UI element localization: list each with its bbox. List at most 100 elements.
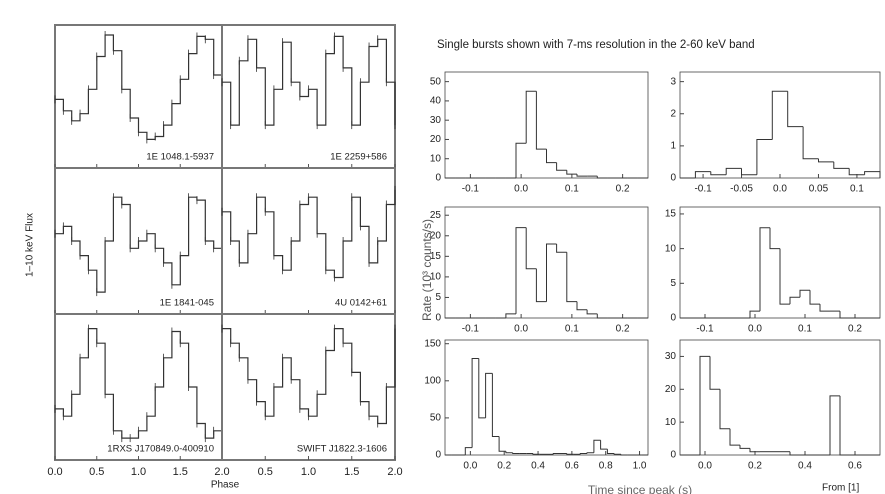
y-tick-label: 100 (424, 375, 441, 386)
histogram-bin (789, 296, 800, 305)
histogram-bin (839, 311, 850, 319)
x-tick-label: 1.0 (633, 461, 647, 472)
x-tick-label: 0.2 (616, 184, 630, 195)
light-curve (222, 35, 396, 126)
histogram-bin (515, 227, 527, 314)
y-tick-label: 0 (670, 313, 676, 324)
x-tick-label: 1.5 (344, 466, 359, 478)
y-tick-label: 0 (435, 313, 441, 324)
y-tick-label: 20 (430, 230, 442, 241)
x-tick-label: 0.1 (565, 324, 579, 335)
histogram-bin (546, 149, 557, 164)
x-tick-label: 0.1 (850, 184, 864, 195)
light-curve (55, 196, 223, 293)
histogram-bin (498, 436, 506, 452)
histogram-bin (739, 445, 750, 449)
histogram-bin (566, 252, 577, 303)
histogram-bin (535, 268, 547, 303)
histogram-bin (593, 439, 601, 453)
y-tick-label: 15 (430, 251, 442, 262)
y-tick-label: 10 (430, 153, 442, 164)
histogram-bin (864, 171, 881, 178)
panel-frame (221, 313, 396, 461)
histogram-bin (505, 451, 513, 454)
y-tick-label: 0 (435, 450, 441, 461)
histogram-bin (620, 454, 628, 456)
histogram-bin (600, 440, 608, 450)
x-tick-label: 0.4 (531, 461, 545, 472)
histogram-bin (818, 158, 834, 163)
histogram-bin (535, 91, 547, 150)
y-tick-label: 5 (435, 292, 441, 303)
histogram-bin (464, 447, 473, 455)
histogram-bin (586, 309, 598, 315)
x-tick-label: 0.8 (599, 461, 613, 472)
x-tick-label: -0.1 (462, 184, 480, 195)
x-tick-label: 0.0 (698, 461, 712, 472)
x-tick-label: -0.05 (730, 184, 753, 195)
y-tick-label: 20 (665, 384, 677, 395)
histogram-bin (848, 168, 865, 176)
histogram-bin (719, 389, 730, 430)
histogram-bin (759, 227, 770, 312)
y-tick-label: 10 (665, 417, 677, 428)
histogram-bin (819, 304, 830, 312)
x-tick-label: 0.0 (514, 324, 528, 335)
histogram-bin (515, 142, 527, 178)
x-tick-label: 1.0 (301, 466, 316, 478)
x-tick-label: 0.2 (748, 461, 762, 472)
histogram-bin (512, 452, 520, 454)
x-tick-label: -0.1 (462, 324, 480, 335)
y-tick-label: 150 (424, 338, 441, 349)
histogram-bin (729, 428, 740, 446)
y-tick-label: 3 (670, 76, 676, 87)
light-curve (55, 328, 223, 439)
panel-label: 1RXS J170849.0-400910 (107, 444, 214, 455)
histogram-bin (576, 174, 588, 177)
y-tick-label: 1 (670, 141, 676, 152)
histogram-bin (709, 356, 720, 390)
histogram-bin (779, 248, 790, 305)
plot-frame (444, 206, 649, 319)
plot-frame (444, 339, 649, 456)
histogram-bin (771, 90, 788, 140)
histogram-bin (525, 227, 537, 270)
x-tick-label: 1.5 (173, 466, 188, 478)
histogram-bin (710, 171, 727, 176)
histogram-bin (471, 358, 479, 448)
x-tick-label: 2.0 (387, 466, 402, 478)
histogram-bin (525, 90, 537, 144)
histogram-bin (505, 313, 516, 318)
histogram-bin (749, 310, 760, 318)
histogram-bin (606, 449, 615, 454)
plot-frame (679, 339, 881, 456)
light-curve (222, 328, 396, 425)
light-curve (55, 34, 223, 140)
histogram-bin (532, 453, 540, 455)
y-tick-label: 15 (665, 209, 677, 220)
note: From [1] (822, 483, 859, 494)
histogram-bin (809, 290, 820, 305)
histogram-bin (556, 162, 567, 171)
panel-label: 4U 0142+61 (335, 298, 387, 309)
histogram-bin (699, 355, 710, 455)
x-tick-label: 0.0 (463, 461, 477, 472)
chart-title: Single bursts shown with 7-ms resolution… (437, 39, 755, 51)
x-tick-label: 2.0 (214, 466, 229, 478)
histogram-bin (576, 301, 588, 311)
histogram-bin (579, 453, 588, 455)
histogram-bin (478, 358, 486, 419)
x-tick-label: 0.05 (809, 184, 829, 195)
y-tick-label: 50 (430, 413, 442, 424)
y-tick-label: 50 (430, 76, 442, 87)
histogram-bin (556, 244, 567, 253)
histogram-bin (769, 227, 780, 250)
x-tick-label: 0.5 (89, 466, 104, 478)
histogram-bin (491, 373, 500, 437)
y-tick-label: 0 (435, 173, 441, 184)
y-tick-label: 0 (670, 450, 676, 461)
y-tick-label: 30 (665, 351, 677, 362)
histogram-bin (566, 170, 577, 175)
x-tick-label: 0.6 (565, 461, 579, 472)
x-tick-label: 0.0 (748, 324, 762, 335)
